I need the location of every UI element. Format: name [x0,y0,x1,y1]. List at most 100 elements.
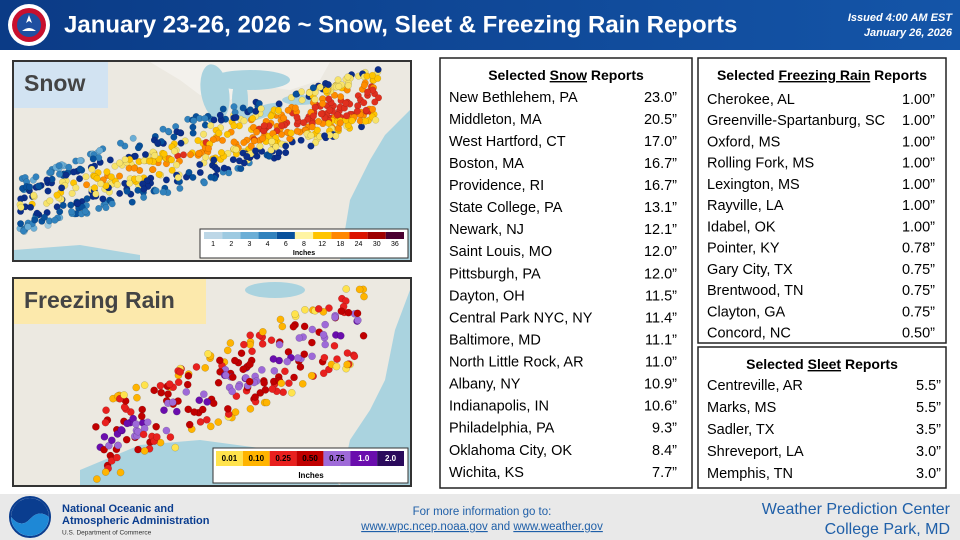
report-dot [185,420,194,429]
report-dot [334,76,342,84]
report-dot [335,82,343,90]
report-dot [245,377,254,386]
report-dot [116,159,124,167]
map-label: Snow [24,70,85,96]
report-dot [309,84,317,92]
report-dot [170,147,178,155]
report-dot [287,388,296,397]
report-dot [99,195,107,203]
report-dot [213,166,221,174]
amount: 11.5” [645,288,677,304]
report-dot [195,396,204,405]
report-dot [285,379,293,387]
report-dot [204,145,212,153]
amount: 11.4” [645,310,677,326]
report-dot [132,383,141,392]
report-dot [360,99,368,107]
report-dot [189,129,197,137]
info-links: www.wpc.ncep.noaa.gov and www.weather.go… [360,521,603,533]
legend-label: 3 [248,241,252,248]
report-dot [270,367,279,375]
location: Saint Louis, MO [449,244,552,260]
report-dot [65,163,73,171]
report-dot [89,155,97,163]
report-dot [196,418,205,426]
report-dot [248,115,256,123]
location: Providence, RI [449,178,544,194]
report-dot [344,73,352,81]
report-dot [287,129,295,137]
report-dot [348,117,356,125]
report-dot [321,340,330,349]
report-dot [305,89,313,97]
legend-swatch [258,232,277,239]
location: Clayton, GA [707,304,785,320]
report-dot [40,213,48,221]
table-title: Selected Freezing Rain Reports [717,67,927,83]
sleet-table [697,346,947,489]
report-dot [293,113,301,121]
title-keyword: Freezing Rain [778,67,870,83]
legend-swatch [240,232,259,239]
report-dot [76,165,84,173]
amount: 1.00” [902,134,935,150]
report-dot [230,103,238,111]
report-dot [275,340,284,349]
report-dot [206,422,215,431]
amount: 13.1” [644,200,677,216]
amount: 12.0” [644,266,677,282]
amount: 0.75” [902,283,935,299]
report-dot [140,381,149,389]
report-dot [162,426,171,435]
location: Newark, NJ [449,222,524,238]
location: Marks, MS [707,400,776,416]
report-dot [139,430,148,439]
legend-unit: Inches [293,250,315,257]
report-dot [168,398,177,407]
report-dot [259,134,267,142]
report-dot [170,133,178,141]
report-dot [372,116,380,124]
link[interactable]: www.wpc.ncep.noaa.gov [360,521,488,533]
info-text: For more information go to: [413,506,552,518]
report-dot [131,152,139,160]
legend-swatch [323,451,351,466]
report-dot [240,117,248,125]
report-dot [126,179,134,187]
link[interactable]: www.weather.gov [512,521,603,533]
snow-table [439,57,693,489]
report-dot [252,147,260,155]
report-dot [91,184,99,192]
report-dot [289,322,298,331]
report-dot [217,149,225,157]
report-dot [362,106,370,114]
report-dot [174,378,183,387]
report-dot [186,151,194,159]
report-dot [173,407,181,416]
report-dot [364,88,372,96]
report-dot [280,114,288,122]
report-dot [120,391,128,399]
report-dot [239,365,247,374]
report-dot [174,174,182,182]
report-dot [226,339,235,347]
report-dot [116,189,124,197]
report-dot [311,139,319,147]
map-label: Freezing Rain [24,287,175,313]
report-dot [152,422,160,431]
report-dot [116,468,125,477]
legend-swatch [276,232,295,239]
legend-label: 0.75 [329,454,345,463]
report-dot [374,66,382,74]
report-dot [83,195,91,203]
report-dot [230,122,238,130]
report-dot [262,398,271,407]
report-dot [260,122,268,130]
report-dot [224,405,232,413]
report-dot [333,355,341,363]
title-part: Selected [746,356,807,372]
report-dot [203,398,211,406]
location: Oxford, MS [707,134,780,150]
legend-label: 36 [391,241,399,248]
report-dot [46,197,54,205]
